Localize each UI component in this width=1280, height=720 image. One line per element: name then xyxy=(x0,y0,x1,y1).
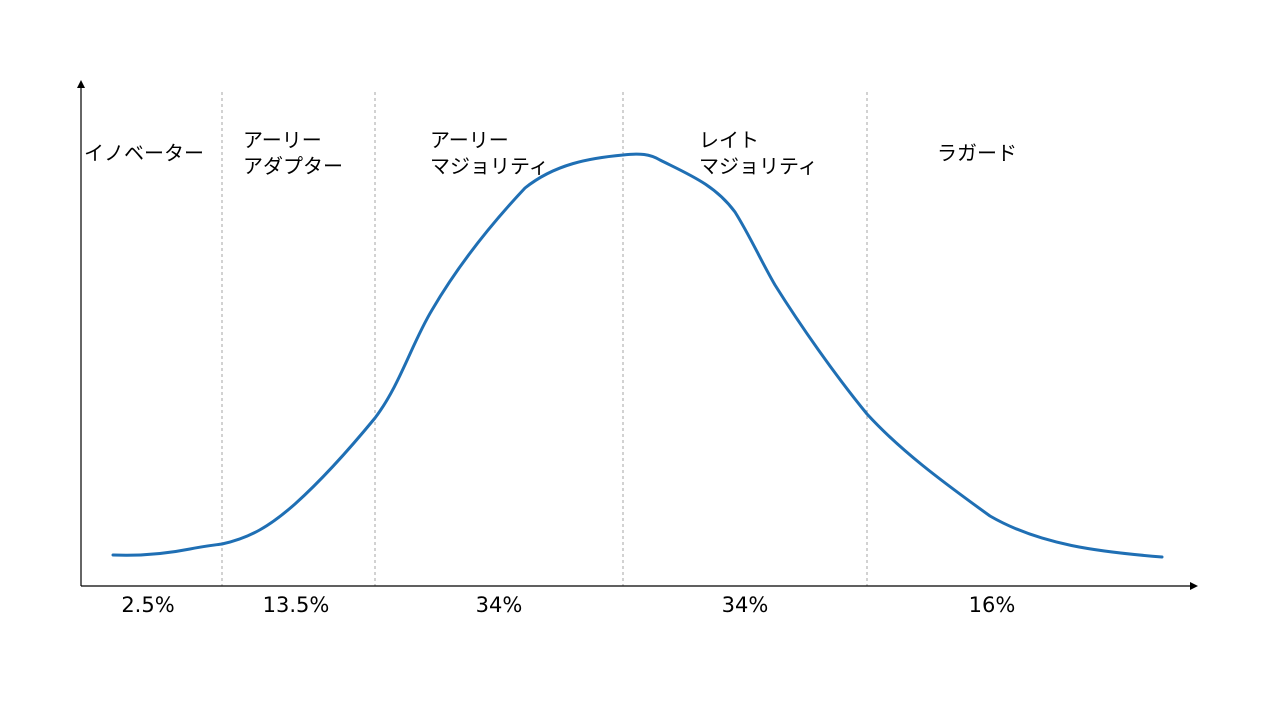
segment-label-late-majority: レイト マジョリティ xyxy=(699,127,818,179)
segment-label-line: マジョリティ xyxy=(430,154,549,178)
segment-label-line: レイト xyxy=(699,128,759,152)
segment-label-innovators: イノベーター xyxy=(84,140,204,166)
segment-label-early-adopters: アーリー アダプター xyxy=(243,127,343,179)
segment-label-line: マジョリティ xyxy=(699,154,818,178)
segment-label-line: アダプター xyxy=(243,154,343,178)
segment-label-laggards: ラガード xyxy=(937,140,1017,166)
segment-label-line: アーリー xyxy=(430,128,509,152)
segment-percent-laggards: 16% xyxy=(968,593,1016,617)
segment-percent-innovators: 2.5% xyxy=(121,593,175,617)
segment-percent-early-adopters: 13.5% xyxy=(262,593,330,617)
adoption-curve xyxy=(111,152,1164,559)
segment-percent-early-majority: 34% xyxy=(475,593,523,617)
segment-label-line: イノベーター xyxy=(84,141,204,165)
segment-label-early-majority: アーリー マジョリティ xyxy=(430,127,549,179)
segment-percent-late-majority: 34% xyxy=(721,593,769,617)
segment-label-line: アーリー xyxy=(243,128,322,152)
segment-label-line: ラガード xyxy=(937,141,1017,165)
